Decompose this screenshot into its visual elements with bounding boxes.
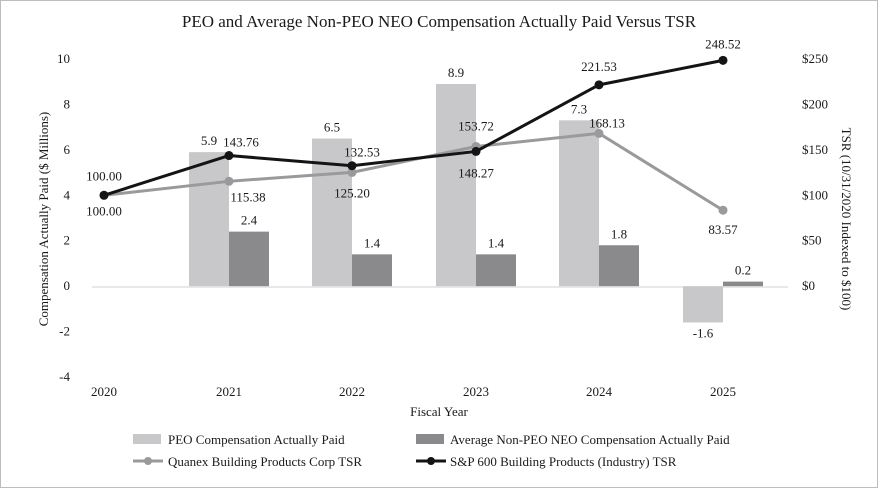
quanex-tsr-point: [718, 205, 728, 215]
non-peo-bar-label: 1.4: [364, 235, 381, 250]
left-tick-label: 10: [57, 51, 70, 66]
non-peo-bar-label: 1.8: [611, 226, 627, 241]
x-tick-label: 2021: [216, 384, 242, 399]
x-tick-label: 2022: [339, 384, 365, 399]
legend-label-sp600: S&P 600 Building Products (Industry) TSR: [450, 454, 677, 469]
left-tick-label: 8: [64, 96, 71, 111]
peo-bar-label: 5.9: [201, 133, 217, 148]
sp600-tsr-label: 100.00: [86, 168, 122, 183]
legend: PEO Compensation Actually Paid Average N…: [133, 432, 730, 469]
peo-bar-label: 7.3: [571, 101, 587, 116]
right-tick-label: $150: [802, 142, 828, 157]
non-peo-bar: [723, 281, 763, 287]
left-tick-label: 2: [64, 233, 71, 248]
quanex-tsr-label: 125.20: [334, 185, 370, 200]
non-peo-bar: [352, 254, 392, 287]
legend-label-quanex: Quanex Building Products Corp TSR: [168, 454, 362, 469]
legend-marker-quanex: [144, 457, 152, 465]
non-peo-bar: [229, 231, 269, 287]
non-peo-bar: [599, 245, 639, 287]
sp600-tsr-line: [103, 58, 724, 197]
right-tick-label: $100: [802, 187, 828, 202]
peo-bar: [559, 120, 599, 287]
peo-bar-label: -1.6: [693, 325, 714, 340]
left-axis-label: Compensation Actually Paid ($ Millions): [36, 112, 51, 327]
sp600-tsr-point: [594, 80, 604, 90]
peo-bar: [683, 286, 723, 323]
line-series: [99, 55, 728, 215]
quanex-tsr-label: 115.38: [230, 189, 265, 204]
x-tick-label: 2020: [91, 384, 117, 399]
sp600-tsr-point: [471, 146, 481, 156]
right-tick-label: $200: [802, 96, 828, 111]
x-axis-label: Fiscal Year: [410, 404, 468, 419]
left-tick-label: 4: [64, 187, 71, 202]
quanex-tsr-label: 168.13: [589, 115, 625, 130]
legend-swatch-peo: [133, 434, 161, 444]
x-axis-ticks: 2020 2021 2022 2023 2024 2025: [91, 384, 736, 399]
sp600-tsr-label: 132.53: [344, 145, 380, 160]
sp600-tsr-label: 148.27: [458, 165, 494, 180]
sp600-tsr-label: 143.76: [223, 135, 259, 150]
sp600-tsr-label: 248.52: [705, 36, 741, 51]
right-tick-label: $50: [802, 233, 822, 248]
sp600-tsr-point: [224, 151, 234, 161]
sp600-tsr-point: [99, 190, 109, 200]
quanex-tsr-label: 100.00: [86, 203, 122, 218]
bar-series: [189, 83, 763, 323]
right-axis-ticks: $250 $200 $150 $100 $50 $0: [802, 51, 828, 293]
x-tick-label: 2023: [463, 384, 489, 399]
peo-bar-label: 8.9: [448, 65, 464, 80]
right-tick-label: $250: [802, 51, 828, 66]
sp600-tsr-point: [347, 161, 357, 171]
quanex-tsr-point: [224, 176, 234, 186]
right-axis-label: TSR (10/31/2020 Indexed to $100): [839, 128, 854, 311]
chart-title: PEO and Average Non-PEO NEO Compensation…: [182, 12, 697, 31]
peo-bar-label: 6.5: [324, 120, 340, 135]
non-peo-bar: [476, 254, 516, 287]
left-tick-label: 6: [64, 142, 71, 157]
peo-bar: [436, 83, 476, 287]
data-labels: 5.9 6.5 8.9 7.3 -1.6 2.4 1.4 1.4 1.8 0.2 100.00 115…: [86, 36, 751, 340]
legend-label-non-peo: Average Non-PEO NEO Compensation Actuall…: [450, 432, 730, 447]
left-tick-label: -2: [59, 324, 70, 339]
legend-label-peo: PEO Compensation Actually Paid: [168, 432, 345, 447]
left-axis-ticks: 10 8 6 4 2 0 -2 -4: [57, 51, 71, 384]
non-peo-bar-label: 0.2: [735, 263, 751, 278]
peo-bar: [189, 152, 229, 287]
legend-swatch-non-peo: [416, 434, 444, 444]
quanex-tsr-point: [594, 128, 604, 138]
sp600-tsr-label: 221.53: [581, 59, 617, 74]
quanex-tsr-label: 83.57: [708, 222, 738, 237]
left-tick-label: -4: [59, 369, 70, 384]
sp600-tsr-point: [718, 55, 728, 65]
peo-bar: [312, 138, 352, 287]
non-peo-bar-label: 2.4: [241, 213, 258, 228]
non-peo-bar-label: 1.4: [488, 235, 505, 250]
quanex-tsr-point: [347, 167, 357, 177]
legend-marker-sp600: [427, 457, 435, 465]
x-tick-label: 2025: [710, 384, 736, 399]
left-tick-label: 0: [64, 278, 71, 293]
x-tick-label: 2024: [586, 384, 613, 399]
quanex-tsr-label: 153.72: [458, 118, 494, 133]
right-tick-label: $0: [802, 278, 815, 293]
